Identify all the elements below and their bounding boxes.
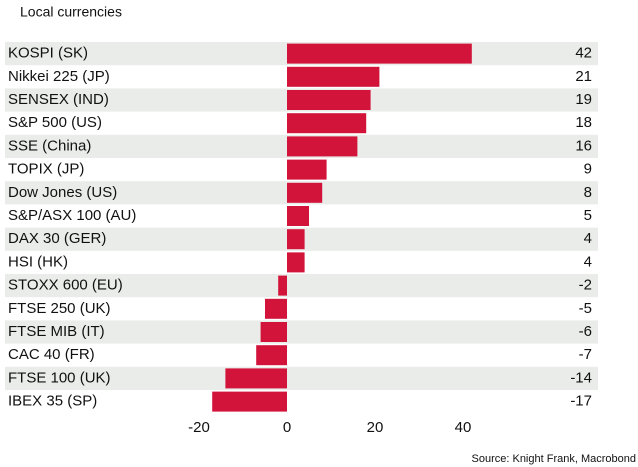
- value-label: 42: [575, 45, 592, 62]
- x-tick-label: 0: [283, 419, 291, 436]
- bar: [287, 66, 380, 87]
- category-label: TOPIX (JP): [8, 161, 84, 178]
- value-label: 16: [575, 137, 592, 154]
- value-label: -6: [579, 323, 592, 340]
- row-band: [5, 274, 598, 298]
- category-label: SSE (China): [8, 137, 91, 154]
- category-label: KOSPI (SK): [8, 45, 88, 62]
- x-tick-label: 40: [455, 419, 472, 436]
- x-tick-label: -20: [188, 419, 210, 436]
- value-label: 18: [575, 114, 592, 131]
- category-label: SENSEX (IND): [8, 91, 109, 108]
- value-label: 5: [584, 207, 592, 224]
- bar: [265, 298, 287, 319]
- bar: [287, 206, 309, 226]
- x-tick-label: 20: [367, 419, 384, 436]
- value-label: -14: [570, 369, 592, 386]
- bar: [287, 90, 371, 110]
- bar: [287, 229, 305, 250]
- value-label: -5: [579, 300, 592, 317]
- value-label: 4: [584, 230, 592, 247]
- bar: [287, 252, 305, 273]
- category-label: CAC 40 (FR): [8, 346, 95, 363]
- bar: [287, 182, 323, 203]
- category-label: FTSE MIB (IT): [8, 323, 105, 340]
- value-label: 4: [584, 253, 592, 270]
- category-label: FTSE 100 (UK): [8, 369, 111, 386]
- bar: [212, 391, 287, 412]
- value-label: -2: [579, 277, 592, 294]
- category-label: STOXX 600 (EU): [8, 277, 123, 294]
- bar: [287, 136, 358, 157]
- value-label: 21: [575, 68, 592, 85]
- category-label: DAX 30 (GER): [8, 230, 106, 247]
- bar: [287, 159, 327, 180]
- bar: [287, 113, 367, 134]
- row-band: [5, 366, 598, 390]
- bar: [278, 275, 287, 296]
- value-label: -7: [579, 346, 592, 363]
- value-label: 19: [575, 91, 592, 108]
- bar: [260, 322, 287, 342]
- value-label: -17: [570, 393, 592, 410]
- chart-title: Local currencies: [20, 4, 122, 20]
- category-label: FTSE 250 (UK): [8, 300, 111, 317]
- category-label: S&P 500 (US): [8, 114, 102, 131]
- value-label: 8: [584, 184, 592, 201]
- category-label: IBEX 35 (SP): [8, 393, 97, 410]
- category-label: S&P/ASX 100 (AU): [8, 207, 136, 224]
- bar: [256, 345, 287, 366]
- source-note: Source: Knight Frank, Macrobond: [472, 453, 636, 465]
- category-label: Dow Jones (US): [8, 184, 117, 201]
- category-label: Nikkei 225 (JP): [8, 68, 110, 85]
- category-label: HSI (HK): [8, 253, 68, 270]
- bar: [287, 43, 472, 64]
- row-band: [5, 320, 598, 344]
- value-label: 9: [584, 161, 592, 178]
- bar: [225, 368, 287, 389]
